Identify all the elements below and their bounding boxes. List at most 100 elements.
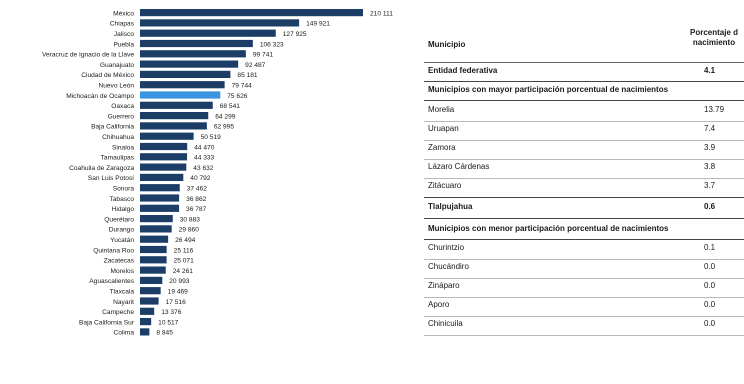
header-porcentaje: Porcentaje d nacimiento bbox=[674, 28, 744, 48]
table-row: Aporo 0.0 bbox=[424, 300, 744, 317]
value-label: 127 925 bbox=[283, 31, 307, 38]
row-name: Uruapan bbox=[428, 124, 459, 133]
category-label: Coahuila de Zaragoza bbox=[69, 165, 134, 172]
value-label: 92 487 bbox=[245, 62, 266, 69]
value-label: 210 111 bbox=[370, 10, 393, 17]
bar bbox=[140, 39, 253, 48]
value-label: 68 541 bbox=[220, 103, 241, 110]
category-label: Tabasco bbox=[109, 196, 134, 203]
row-name: Zitácuaro bbox=[428, 181, 462, 190]
table-row: Morelia 13.79 bbox=[424, 105, 744, 122]
value-label: 19 469 bbox=[168, 289, 189, 296]
header-porcentaje-line2: nacimiento bbox=[692, 38, 736, 47]
table-row-entidad: Entidad federativa 4.1 bbox=[424, 66, 744, 82]
entidad-value: 4.1 bbox=[704, 66, 716, 75]
table-row: Lázaro Cárdenas 3.8 bbox=[424, 162, 744, 179]
value-label: 30 883 bbox=[180, 216, 201, 223]
category-label: Colima bbox=[113, 330, 134, 337]
category-label: San Luis Potosí bbox=[88, 175, 134, 182]
category-label: Chiapas bbox=[110, 21, 135, 28]
category-label: Ciudad de México bbox=[81, 72, 134, 79]
category-label: Yucatán bbox=[110, 237, 134, 244]
bar-chart: México 210 111 Chiapas 149 921 Jalisco 127 92… bbox=[42, 9, 393, 337]
value-label: 99 741 bbox=[253, 52, 274, 59]
category-label: Baja California bbox=[91, 124, 134, 131]
value-label: 24 261 bbox=[173, 268, 194, 275]
bar bbox=[140, 142, 188, 151]
bar bbox=[140, 9, 363, 17]
category-label: Sonora bbox=[113, 186, 135, 193]
bar bbox=[140, 184, 180, 192]
value-label: 8 845 bbox=[156, 330, 173, 337]
mayor-title-text: Municipios con mayor participación porce… bbox=[428, 85, 669, 94]
value-label: 25 116 bbox=[174, 247, 194, 254]
table-row: Zitácuaro 3.7 bbox=[424, 181, 744, 198]
row-name: Zináparo bbox=[428, 281, 460, 290]
row-value: 0.0 bbox=[704, 281, 716, 290]
value-label: 29 860 bbox=[179, 227, 200, 234]
category-label: Morelos bbox=[111, 268, 135, 275]
value-label: 36 862 bbox=[186, 196, 207, 203]
category-label: México bbox=[113, 10, 134, 17]
category-label: Baja California Sur bbox=[79, 319, 135, 326]
bar bbox=[140, 318, 152, 326]
bar bbox=[140, 287, 161, 295]
row-name: Chinicuila bbox=[428, 319, 463, 328]
table-header: Municipio Porcentaje d nacimiento bbox=[424, 26, 744, 63]
bar bbox=[140, 215, 173, 223]
category-label: Tamaulipas bbox=[101, 155, 135, 162]
row-name: Lázaro Cárdenas bbox=[428, 162, 490, 171]
value-label: 13 376 bbox=[161, 309, 182, 316]
value-label: 50 519 bbox=[201, 134, 222, 141]
category-label: Veracruz de Ignacio de la Llave bbox=[42, 52, 134, 59]
menor-title-text: Municipios con menor participación porce… bbox=[428, 224, 669, 233]
value-label: 40 792 bbox=[190, 175, 211, 182]
bar bbox=[140, 225, 172, 233]
bar bbox=[140, 307, 155, 315]
bar bbox=[140, 256, 167, 264]
table-row-tlalpujahua: Tlalpujahua 0.6 bbox=[424, 202, 744, 219]
category-label: Puebla bbox=[113, 41, 134, 48]
bar bbox=[140, 297, 159, 305]
row-name: Chucándiro bbox=[428, 262, 469, 271]
entidad-label: Entidad federativa bbox=[428, 66, 498, 75]
bar bbox=[140, 245, 167, 254]
value-label: 20 993 bbox=[169, 278, 190, 285]
bar bbox=[140, 276, 163, 284]
table-row: Zináparo 0.0 bbox=[424, 281, 744, 298]
category-label: Nayarit bbox=[113, 299, 134, 306]
category-label: Jalisco bbox=[114, 31, 134, 38]
value-label: 36 787 bbox=[186, 206, 207, 213]
row-value: 0.0 bbox=[704, 262, 716, 271]
bar bbox=[140, 91, 221, 99]
row-name: Aporo bbox=[428, 300, 450, 309]
header-porcentaje-line1: Porcentaje d bbox=[689, 28, 738, 37]
category-label: Oaxaca bbox=[111, 103, 134, 110]
category-label: Zacatecas bbox=[104, 258, 135, 265]
bar bbox=[140, 29, 276, 37]
value-label: 75 626 bbox=[227, 93, 248, 100]
value-label: 43 632 bbox=[193, 165, 214, 172]
category-label: Campeche bbox=[102, 309, 134, 316]
value-label: 26 494 bbox=[175, 237, 196, 244]
value-label: 106 323 bbox=[260, 41, 284, 48]
value-label: 17 516 bbox=[166, 299, 187, 306]
row-value: 13.79 bbox=[704, 105, 725, 114]
value-label: 10 517 bbox=[158, 319, 179, 326]
bar bbox=[140, 194, 180, 202]
value-label: 79 744 bbox=[232, 83, 253, 90]
row-value: 0.1 bbox=[704, 243, 716, 252]
row-name: Churintzio bbox=[428, 243, 465, 252]
value-label: 44 333 bbox=[194, 155, 215, 162]
bar bbox=[140, 132, 194, 140]
bar bbox=[140, 153, 188, 161]
category-label: Aguascalientes bbox=[89, 278, 134, 285]
category-label: Guanajuato bbox=[100, 62, 134, 69]
bar bbox=[140, 112, 209, 120]
bar bbox=[140, 101, 213, 109]
row-name: Morelia bbox=[428, 105, 455, 114]
value-label: 37 462 bbox=[187, 186, 208, 193]
bar bbox=[140, 266, 166, 274]
row-value: 7.4 bbox=[704, 124, 716, 133]
category-label: Tlaxcala bbox=[109, 289, 134, 296]
